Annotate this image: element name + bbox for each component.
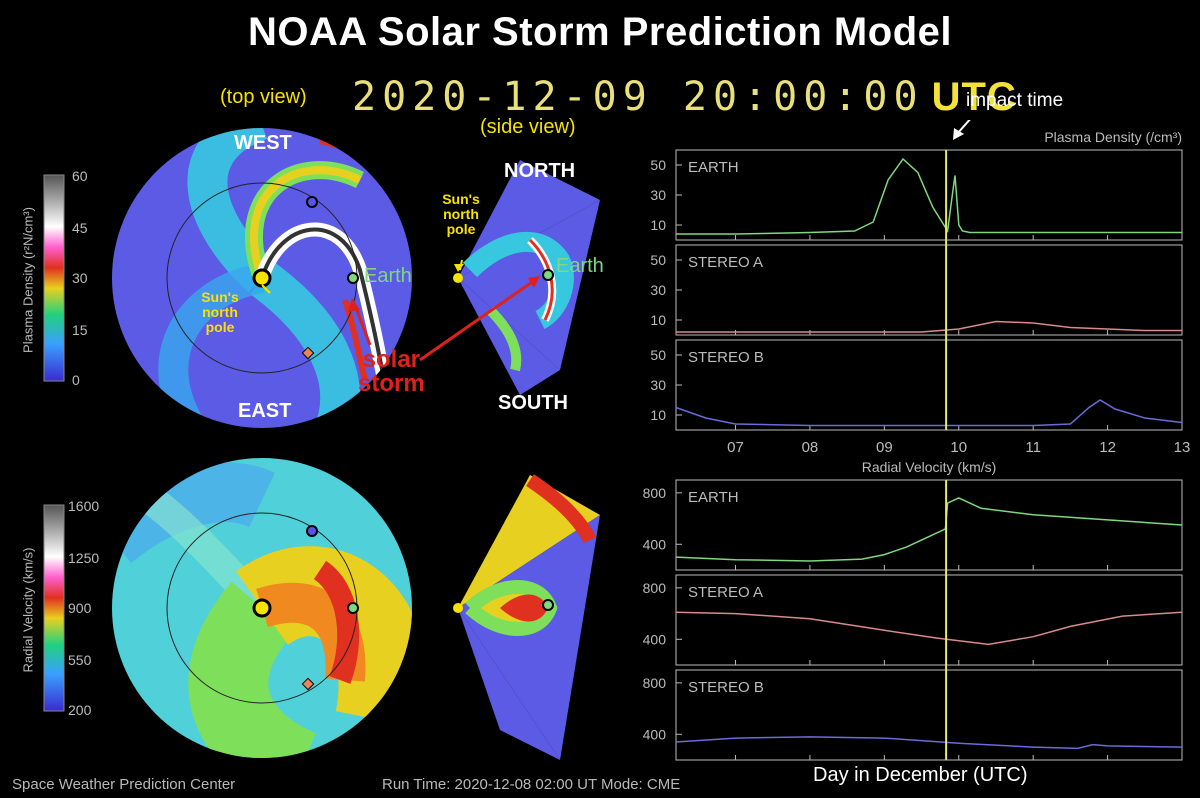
x-tick-label-density-08: 08 [802, 439, 819, 456]
y-tick-label-density-1-10: 10 [650, 312, 666, 328]
x-tick-label-density-13: 13 [1174, 439, 1191, 456]
velocity-tick-900: 900 [68, 600, 92, 616]
density-tick-45: 45 [72, 220, 88, 236]
y-tick-label-velocity-2-400: 400 [643, 726, 667, 742]
sun-pole-label-side: Sun's north pole [442, 191, 480, 237]
series-line-velocity-stereo-b [675, 736, 1183, 750]
panel-name-velocity-2: STEREO B [688, 679, 764, 696]
west-label: WEST [234, 132, 292, 154]
series-line-density-earth [676, 157, 1182, 235]
panel-name-velocity-0: EARTH [688, 489, 739, 506]
y-tick-label-velocity-1-400: 400 [643, 631, 667, 647]
panel-frame-density-0 [675, 149, 1183, 241]
y-tick-label-density-0-30: 30 [650, 187, 666, 203]
x-tick-label-velocity-10: 10 [950, 769, 967, 770]
series-line-density-stereo-b [675, 399, 1183, 427]
solar-storm-label: solar storm [358, 346, 425, 397]
x-tick-label-density-11: 11 [1025, 439, 1041, 456]
side-view-label: (side view) [480, 116, 576, 138]
y-tick-label-density-0-50: 50 [650, 157, 666, 173]
x-tick-label-velocity-07: 07 [727, 769, 744, 770]
footer-center-name: Space Weather Prediction Center [12, 776, 236, 793]
density-colorbar-label: Plasma Density (r²N/cm³) [20, 207, 36, 353]
x-tick-label-velocity-13: 13 [1174, 769, 1191, 770]
series-line-velocity-earth [675, 497, 1183, 562]
panel-name-density-0: EARTH [688, 159, 739, 176]
y-tick-label-density-0-10: 10 [650, 217, 666, 233]
top-view-label: (top view) [220, 86, 307, 108]
velocity-tick-1600: 1600 [68, 498, 100, 514]
panel-name-velocity-1: STEREO A [688, 584, 763, 601]
y-tick-label-velocity-0-800: 800 [643, 485, 667, 501]
density-tick-30: 30 [72, 270, 88, 286]
sun-pole-label-top: Sun's north pole [201, 289, 239, 335]
velocity-tick-1250: 1250 [68, 550, 100, 566]
density-tick-60: 60 [72, 168, 88, 184]
series-line-density-stereo-a [676, 320, 1182, 333]
x-tick-label-velocity-08: 08 [802, 769, 819, 770]
x-tick-label-velocity-12: 12 [1099, 769, 1116, 770]
south-label: SOUTH [498, 392, 568, 414]
run-time: Run Time: 2020-12-08 02:00 UT Mode: CME [382, 776, 681, 793]
velocity-colorbar [43, 504, 65, 712]
chart-title-velocity: Radial Velocity (km/s) [862, 459, 997, 475]
y-tick-label-velocity-1-800: 800 [643, 580, 667, 596]
density-colorbar [43, 174, 65, 382]
x-tick-label-density-12: 12 [1099, 439, 1116, 456]
velocity-tick-550: 550 [68, 652, 92, 668]
x-axis-label: Day in December (UTC) [813, 764, 1028, 786]
panel-frame-velocity-1 [675, 574, 1183, 666]
model-maps [43, 128, 600, 760]
density-tick-0: 0 [72, 372, 80, 388]
x-tick-label-velocity-09: 09 [876, 769, 893, 770]
utc-label: UTC [931, 75, 1017, 119]
series-line-velocity-stereo-a [675, 611, 1183, 646]
y-tick-label-density-1-50: 50 [650, 252, 666, 268]
y-tick-label-density-1-30: 30 [650, 282, 666, 298]
page-title: NOAA Solar Storm Prediction Model [248, 10, 952, 54]
simulation-datetime: 2020-12-09 20:00:00 UTC [352, 74, 1017, 120]
earth-label-top: Earth [364, 265, 412, 287]
x-tick-label-density-07: 07 [727, 439, 744, 456]
y-tick-label-density-2-30: 30 [650, 377, 666, 393]
impact-time-label: impact time [966, 90, 1064, 111]
panel-name-density-1: STEREO A [688, 254, 763, 271]
time-series-charts: Plasma Density (/cm³) EARTH 10 30 50 STEREO A… [643, 120, 1191, 770]
east-label: EAST [238, 400, 292, 422]
panel-frame-velocity-2 [675, 669, 1183, 761]
density-tick-15: 15 [72, 322, 88, 338]
panel-name-density-2: STEREO B [688, 349, 764, 366]
y-tick-label-velocity-2-800: 800 [643, 675, 667, 691]
impact-arrow [956, 120, 971, 135]
x-tick-label-density-10: 10 [950, 439, 967, 456]
y-tick-label-density-2-50: 50 [650, 347, 666, 363]
chart-title-density: Plasma Density (/cm³) [1044, 129, 1182, 145]
earth-label-side: Earth [556, 255, 604, 277]
y-tick-label-density-2-10: 10 [650, 407, 666, 423]
x-tick-label-density-09: 09 [876, 439, 893, 456]
panel-frame-velocity-0 [675, 479, 1183, 571]
y-tick-label-velocity-0-400: 400 [643, 536, 667, 552]
north-label: NORTH [504, 160, 576, 182]
impact-arrow-head [953, 128, 964, 140]
x-tick-label-velocity-11: 11 [1025, 769, 1041, 770]
velocity-colorbar-label: Radial Velocity (km/s) [20, 547, 36, 673]
velocity-tick-200: 200 [68, 702, 92, 718]
